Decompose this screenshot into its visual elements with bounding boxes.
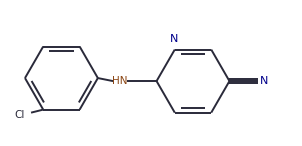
Text: Cl: Cl (14, 110, 25, 120)
Text: N: N (260, 76, 268, 86)
Text: N: N (170, 34, 178, 45)
Text: HN: HN (112, 76, 128, 86)
